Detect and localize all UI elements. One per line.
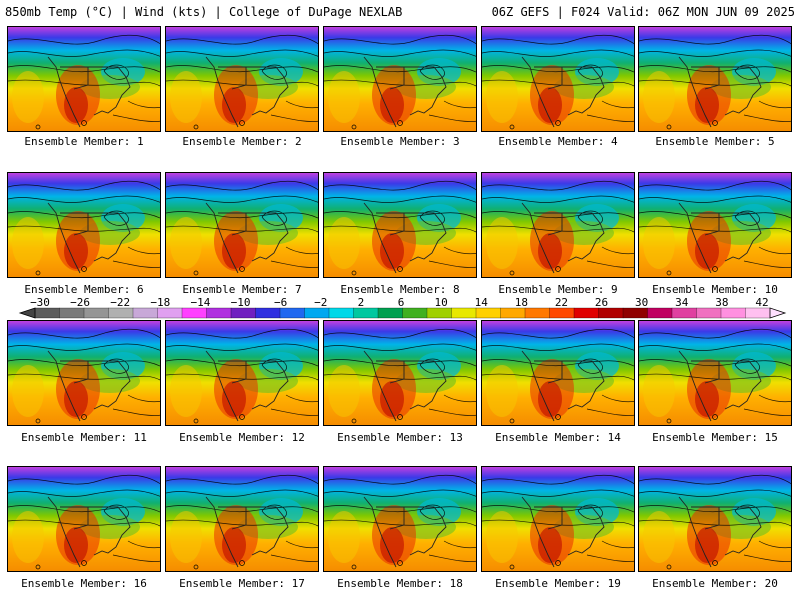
colorbar-tick-label: −30 [30, 298, 50, 309]
colorbar-left-arrow [18, 307, 36, 319]
colorbar-right-arrow [769, 307, 787, 319]
colorbar-tick-label: 14 [475, 298, 489, 309]
ensemble-member-map [7, 466, 161, 572]
ensemble-member-map [7, 26, 161, 132]
ensemble-member-map [323, 320, 477, 426]
colorbar-cell [157, 307, 183, 319]
ensemble-member-label: Ensemble Member: 9 [498, 283, 618, 296]
colorbar-tick-label: 6 [398, 298, 405, 309]
ensemble-member-label: Ensemble Member: 16 [21, 577, 147, 590]
colorbar-cell [500, 307, 526, 319]
ensemble-member-label: Ensemble Member: 1 [24, 135, 144, 148]
ensemble-member-label: Ensemble Member: 13 [337, 431, 463, 444]
colorbar-cell [671, 307, 697, 319]
colorbar-cell [304, 307, 330, 319]
chart-title: 850mb Temp (°C) | Wind (kts) | College o… [5, 5, 403, 19]
ensemble-member-map [638, 26, 792, 132]
colorbar-cell [279, 307, 305, 319]
ensemble-member-map [165, 172, 319, 278]
ensemble-member-map [638, 320, 792, 426]
ensemble-member-label: Ensemble Member: 17 [179, 577, 305, 590]
ensemble-member-map [323, 466, 477, 572]
ensemble-member-label: Ensemble Member: 12 [179, 431, 305, 444]
colorbar-cell [622, 307, 648, 319]
ensemble-member-label: Ensemble Member: 18 [337, 577, 463, 590]
ensemble-member-map [638, 466, 792, 572]
ensemble-member-map [165, 320, 319, 426]
colorbar-tick-label: 22 [555, 298, 568, 309]
ensemble-member-map [481, 26, 635, 132]
colorbar-cell [34, 307, 60, 319]
ensemble-member-label: Ensemble Member: 19 [495, 577, 621, 590]
ensemble-member-label: Ensemble Member: 20 [652, 577, 778, 590]
colorbar-cell [598, 307, 624, 319]
colorbar-tick-label: −26 [70, 298, 90, 309]
valid-time: 06Z GEFS | F024 Valid: 06Z MON JUN 09 20… [491, 5, 795, 19]
ensemble-member-label: Ensemble Member: 15 [652, 431, 778, 444]
colorbar-tick-label: 34 [675, 298, 689, 309]
ensemble-member-map [323, 26, 477, 132]
ensemble-member-label: Ensemble Member: 11 [21, 431, 147, 444]
colorbar-tick-label: 30 [635, 298, 648, 309]
colorbar-cell [108, 307, 134, 319]
colorbar-cell [647, 307, 673, 319]
colorbar-cell [181, 307, 207, 319]
colorbar-cell [451, 307, 477, 319]
ensemble-member-label: Ensemble Member: 6 [24, 283, 144, 296]
colorbar-tick-label: 18 [515, 298, 528, 309]
colorbar-cell [377, 307, 403, 319]
colorbar-cell [230, 307, 256, 319]
colorbar-cell [696, 307, 722, 319]
ensemble-member-label: Ensemble Member: 8 [340, 283, 460, 296]
colorbar-cell [475, 307, 501, 319]
colorbar-tick-label: 10 [434, 298, 447, 309]
ensemble-member-map [638, 172, 792, 278]
colorbar-cell [402, 307, 428, 319]
colorbar-tick-label: 42 [755, 298, 768, 309]
colorbar-cell [720, 307, 746, 319]
colorbar-tick-label: −10 [231, 298, 251, 309]
ensemble-member-map [323, 172, 477, 278]
colorbar-cell [745, 307, 771, 319]
colorbar-tick-label: −6 [274, 298, 287, 309]
ensemble-member-label: Ensemble Member: 5 [655, 135, 775, 148]
colorbar-cell [353, 307, 379, 319]
colorbar-tick-label: 38 [715, 298, 728, 309]
ensemble-member-map [7, 172, 161, 278]
colorbar-cell [59, 307, 85, 319]
colorbar-cell [328, 307, 354, 319]
ensemble-member-label: Ensemble Member: 4 [498, 135, 618, 148]
colorbar-cell [549, 307, 575, 319]
colorbar-tick-label: −18 [150, 298, 170, 309]
colorbar-tick-label: 26 [595, 298, 608, 309]
colorbar-cell [573, 307, 599, 319]
ensemble-member-label: Ensemble Member: 14 [495, 431, 621, 444]
ensemble-member-map [481, 320, 635, 426]
ensemble-member-label: Ensemble Member: 10 [652, 283, 778, 296]
colorbar-tick-label: −2 [314, 298, 327, 309]
ensemble-member-map [481, 466, 635, 572]
colorbar-tick-label: −14 [191, 298, 211, 309]
colorbar-tick-label: −22 [110, 298, 130, 309]
colorbar-cell [83, 307, 109, 319]
colorbar-cell [132, 307, 158, 319]
ensemble-member-map [165, 466, 319, 572]
ensemble-member-map [481, 172, 635, 278]
colorbar-cell [426, 307, 452, 319]
ensemble-member-label: Ensemble Member: 7 [182, 283, 302, 296]
colorbar-cell [255, 307, 281, 319]
ensemble-member-map [165, 26, 319, 132]
colorbar-cell [206, 307, 232, 319]
ensemble-member-map [7, 320, 161, 426]
ensemble-member-label: Ensemble Member: 2 [182, 135, 302, 148]
colorbar-tick-label: 2 [358, 298, 365, 309]
colorbar-cell [524, 307, 550, 319]
temperature-colorbar: −30 −26 −22 −18 −14 −10 −6 −2 2 6 10 14 18 22 26 30 34 38… [18, 298, 787, 319]
ensemble-member-label: Ensemble Member: 3 [340, 135, 460, 148]
